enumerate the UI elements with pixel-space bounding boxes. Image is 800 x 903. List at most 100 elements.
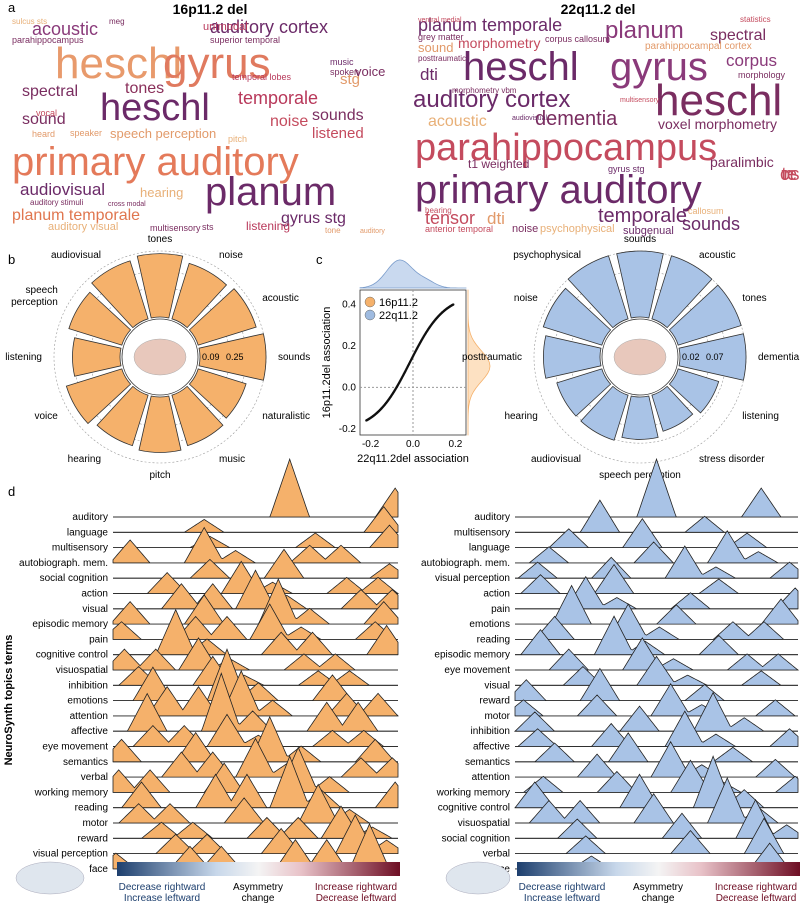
ridge-label: cognitive control bbox=[36, 650, 108, 661]
wordcloud-word: heschl bbox=[55, 39, 182, 88]
polar-label: voice bbox=[34, 411, 58, 422]
polar-label: naturalistic bbox=[262, 411, 310, 422]
wordcloud-word: temporale bbox=[238, 88, 318, 108]
polar-label: acoustic bbox=[262, 293, 299, 304]
polar-bar-noise bbox=[171, 262, 228, 329]
ridge-label: visual bbox=[82, 604, 108, 615]
wordcloud-word: posttraumatic bbox=[418, 54, 466, 63]
brain-icon bbox=[613, 338, 667, 376]
ridge-label: inhibition bbox=[471, 726, 510, 737]
wordcloud-word: primary auditory bbox=[12, 140, 299, 184]
ridge-area-visual bbox=[113, 569, 399, 610]
colorbar-right-panel-mid-text-1: Asymmetry bbox=[633, 882, 683, 893]
ridge-area-affective bbox=[515, 710, 799, 747]
ridge-label: episodic memory bbox=[434, 650, 510, 661]
ridgeline-22q11: auditory multisensory language autobiograph… bbox=[421, 457, 800, 875]
wordcloud-word: auditory cortex bbox=[210, 17, 328, 37]
wordcloud-word: gyrus stg bbox=[281, 210, 346, 227]
polar-tick-label: 0.09 bbox=[202, 352, 220, 362]
scatter-x-tick: 0.2 bbox=[448, 439, 462, 450]
polar-bar-noise bbox=[542, 287, 612, 346]
wordcloud-word: temporale bbox=[598, 205, 687, 227]
wordcloud-word: voxel morphometry bbox=[658, 116, 777, 132]
ridge-label: reward bbox=[479, 696, 510, 707]
wordcloud-word: corpus bbox=[726, 51, 777, 70]
scatter-y-tick: 0.4 bbox=[342, 300, 356, 311]
legend-marker bbox=[364, 309, 376, 321]
ridge-label: multisensory bbox=[454, 527, 510, 538]
wordcloud-word: paralimbic bbox=[710, 154, 774, 170]
ridge-area-attention bbox=[515, 740, 798, 778]
ridge-label: verbal bbox=[483, 849, 510, 860]
ridge-label: action bbox=[483, 589, 510, 600]
polar-label: perception bbox=[11, 297, 58, 308]
polar-label: tones bbox=[148, 234, 172, 245]
polar-bar-psychophysical bbox=[567, 255, 629, 329]
colorbar-mid-text-1: Asymmetry bbox=[233, 882, 283, 893]
ridge-label: verbal bbox=[81, 772, 108, 783]
wordcloud-word: planum bbox=[605, 17, 684, 44]
ridge-label: affective bbox=[71, 726, 108, 737]
polar-bar-tones bbox=[668, 284, 742, 346]
colorbar-right-panel-right-text-1: Increase rightward bbox=[715, 882, 797, 893]
polar-label: audiovisual bbox=[531, 454, 581, 465]
panel-letter-c: c bbox=[316, 252, 323, 267]
ridge-area-multisensory bbox=[515, 499, 798, 533]
polar-bar-stress-disorder bbox=[651, 385, 694, 432]
brain-icon bbox=[133, 338, 187, 376]
wordcloud-word: gyrus bbox=[163, 39, 271, 88]
wordcloud-word: multisensory bbox=[150, 223, 201, 233]
scatter-y-tick: 0.2 bbox=[342, 341, 356, 352]
wordcloud-word: parahippocampal cortex bbox=[645, 41, 752, 52]
polar-label: noise bbox=[219, 250, 243, 261]
polar-label: audiovisual bbox=[51, 250, 101, 261]
polar-label: listening bbox=[5, 352, 42, 363]
polar-label: speech bbox=[26, 285, 58, 296]
panel-letter-b: b bbox=[8, 252, 15, 267]
wordcloud-word: grey matter bbox=[418, 32, 464, 42]
wordcloud-word: temporal lobes bbox=[232, 72, 292, 82]
legend-label: 22q11.2 bbox=[379, 310, 418, 322]
ridge-label: visual bbox=[484, 680, 510, 691]
wordcloud-word: speaker bbox=[70, 128, 102, 138]
wordcloud-word: listened bbox=[312, 125, 364, 142]
polar-bar-hearing bbox=[556, 368, 612, 417]
ridge-area-emotions bbox=[515, 584, 799, 625]
ridge-area-eye-movement bbox=[113, 713, 398, 747]
ridge-label: reading bbox=[477, 634, 510, 645]
ridge-area-motor bbox=[113, 783, 398, 824]
ridge-area-reward bbox=[514, 667, 798, 701]
wordcloud-word: callosum bbox=[688, 206, 724, 216]
ridge-label: pain bbox=[491, 604, 510, 615]
polar-bar-naturalistic bbox=[188, 368, 247, 419]
wordcloud-word: audiovisual bbox=[512, 115, 547, 122]
wordcloud-word: spectral bbox=[22, 83, 78, 100]
ridge-area-inhibition bbox=[513, 691, 798, 732]
ridge-area-visuospatial bbox=[112, 637, 398, 671]
ridge-label: semantics bbox=[63, 757, 108, 768]
wordcloud-word: hearing bbox=[140, 185, 183, 200]
ridge-label: face bbox=[89, 864, 108, 875]
wordcloud-word: tones bbox=[780, 164, 800, 184]
polar-label: posttraumatic bbox=[462, 352, 522, 363]
polar-bar-audiovisual bbox=[91, 260, 149, 329]
colorbar-right-panel-left-text-2: Increase leftward bbox=[524, 893, 600, 903]
polar-bar-posttraumatic bbox=[543, 335, 602, 379]
ridge-area-pain bbox=[112, 603, 398, 640]
qq-scatter: -0.2 0.0 0.2 -0.2 0.0 0.2 0.4 22q11.2del associ… bbox=[321, 259, 491, 465]
ridge-label: multisensory bbox=[52, 543, 108, 554]
wordcloud-word: gyrus bbox=[610, 45, 708, 89]
ridge-y-axis-label: NeuroSynth topics terms bbox=[3, 635, 15, 766]
wordcloud-word: superior temporal bbox=[210, 35, 280, 45]
wordcloud-word: parahippocampus bbox=[415, 127, 717, 169]
polar-label: hearing bbox=[504, 411, 537, 422]
scatter-x-label: 22q11.2del association bbox=[357, 453, 469, 465]
scatter-y-tick: 0.0 bbox=[342, 382, 356, 393]
wordcloud-word: sts bbox=[202, 222, 214, 232]
ridge-label: auditory bbox=[474, 512, 510, 523]
polar-bar-sounds bbox=[198, 333, 267, 381]
scatter-x-tick: -0.2 bbox=[362, 439, 380, 450]
wordcloud-word: acoustic bbox=[32, 19, 98, 39]
scatter-x-tick: 0.0 bbox=[406, 439, 420, 450]
wordcloud-word: audiovisual bbox=[20, 180, 105, 199]
